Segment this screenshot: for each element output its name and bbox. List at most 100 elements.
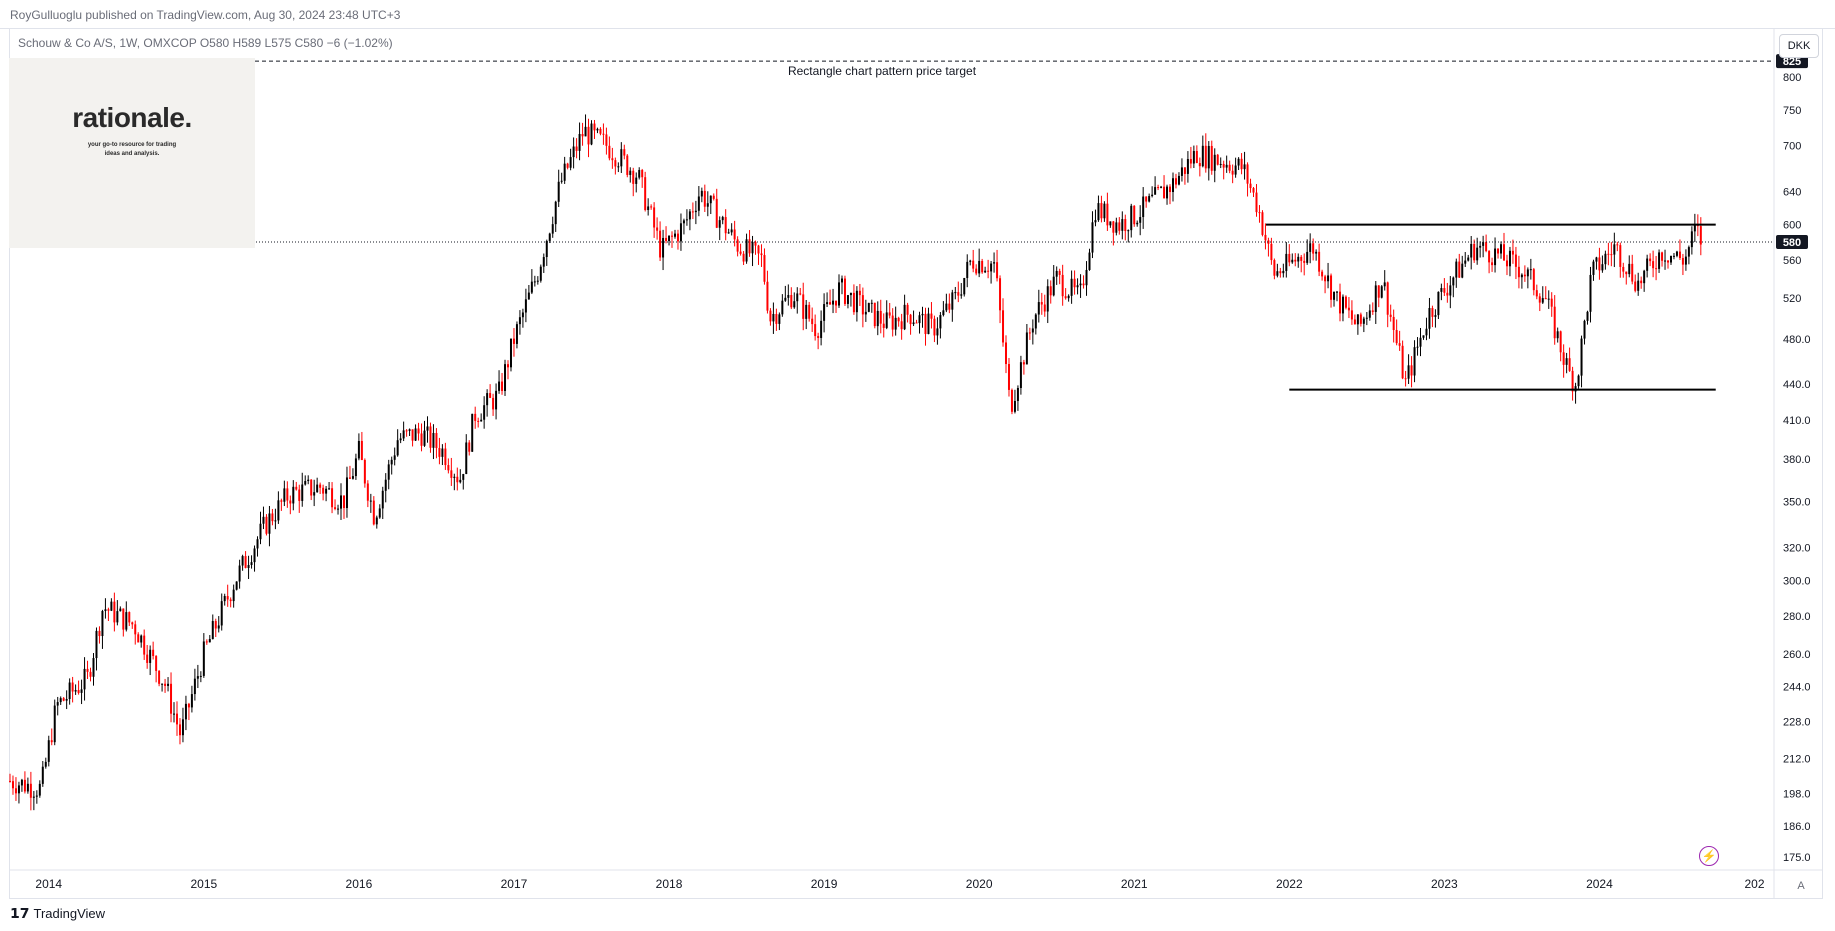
- candle-body: [187, 703, 190, 708]
- year-tick-label: 2022: [1276, 877, 1303, 891]
- candle-body: [584, 126, 587, 137]
- candle-body: [181, 719, 184, 736]
- candle-body: [202, 641, 205, 676]
- candle-body: [435, 432, 438, 449]
- candle-body: [1362, 318, 1365, 324]
- candle-body: [1070, 278, 1073, 296]
- candle-body: [1067, 295, 1070, 299]
- candle-body: [1565, 358, 1568, 365]
- candle-body: [1634, 281, 1637, 291]
- candle-body: [826, 302, 829, 305]
- candle-body: [1327, 275, 1330, 282]
- candle-body: [1356, 314, 1359, 325]
- candle-body: [990, 263, 993, 272]
- candle-body: [712, 195, 715, 199]
- candle-body: [1297, 256, 1300, 262]
- candle-body: [1359, 314, 1362, 324]
- candle-body: [820, 320, 823, 338]
- candle-body: [718, 220, 721, 228]
- candle-body: [1664, 260, 1667, 262]
- candle-body: [1180, 167, 1183, 176]
- candle-body: [641, 170, 644, 178]
- candle-body: [375, 517, 378, 525]
- candle-body: [811, 318, 814, 325]
- candle-body: [471, 413, 474, 452]
- candle-body: [1449, 285, 1452, 296]
- candle-body: [1476, 247, 1479, 261]
- candle-body: [1186, 159, 1189, 174]
- year-tick-label: 2014: [35, 877, 62, 891]
- candle-body: [694, 210, 697, 213]
- lightning-icon[interactable]: ⚡: [1699, 846, 1719, 866]
- candle-body: [665, 237, 668, 241]
- candle-body: [1228, 164, 1231, 171]
- candle-body: [1103, 203, 1106, 219]
- candle-body: [888, 312, 891, 316]
- candle-body: [247, 565, 250, 568]
- candle-body: [1520, 274, 1523, 278]
- candle-body: [1148, 196, 1151, 202]
- candle-body: [1133, 205, 1136, 225]
- candle-body: [1034, 314, 1037, 329]
- chart-frame[interactable]: [9, 28, 1823, 899]
- candle-body: [307, 479, 310, 482]
- candle-body: [984, 270, 987, 273]
- tradingview-brand[interactable]: 𝟭𝟳 TradingView: [10, 905, 105, 922]
- candle-body: [596, 128, 599, 131]
- candle-body: [1109, 221, 1112, 226]
- candle-body: [1488, 251, 1491, 263]
- candle-body: [1142, 196, 1145, 218]
- candle-body: [742, 253, 745, 262]
- candle-body: [164, 683, 167, 686]
- candle-body: [623, 149, 626, 156]
- candle-body: [682, 220, 685, 224]
- year-tick-label: 202: [1744, 877, 1764, 891]
- candle-body: [408, 429, 411, 431]
- price-tick-label: 186.0: [1783, 821, 1811, 833]
- candle-body: [271, 513, 274, 522]
- candle-body: [1219, 163, 1222, 165]
- candle-body: [140, 635, 143, 643]
- candle-body: [1169, 186, 1172, 193]
- candle-body: [906, 304, 909, 315]
- candle-body: [1607, 253, 1610, 255]
- candle-body: [1025, 332, 1028, 365]
- candle-body: [858, 290, 861, 296]
- candle-body: [572, 146, 575, 158]
- candle-body: [915, 322, 918, 324]
- candle-body: [873, 302, 876, 327]
- currency-selector[interactable]: DKK: [1779, 34, 1819, 58]
- candle-body: [378, 508, 381, 518]
- price-tick-label: 480.0: [1783, 334, 1811, 346]
- candle-body: [864, 311, 867, 315]
- candle-body: [381, 490, 384, 509]
- candle-body: [35, 795, 38, 797]
- last-price-label: 580: [1783, 237, 1801, 249]
- candle-body: [1324, 276, 1327, 282]
- candle-body: [372, 500, 375, 525]
- candle-body: [620, 149, 623, 167]
- candle-body: [933, 318, 936, 336]
- candle-body: [766, 281, 769, 311]
- candle-body: [1371, 310, 1374, 312]
- candle-body: [685, 219, 688, 221]
- candle-body: [501, 381, 504, 391]
- auto-scale-button[interactable]: A: [1797, 880, 1805, 892]
- candle-body: [1225, 164, 1228, 168]
- price-tick-label: 300.0: [1783, 575, 1811, 587]
- candle-body: [1625, 271, 1628, 275]
- candle-body: [146, 654, 149, 663]
- candle-body: [793, 301, 796, 308]
- candle-body: [1461, 263, 1464, 278]
- candle-body: [1410, 365, 1413, 376]
- candle-body: [1675, 251, 1678, 256]
- price-tick-label: 440.0: [1783, 379, 1811, 391]
- candle-body: [113, 601, 116, 623]
- candle-body: [1440, 288, 1443, 292]
- candle-body: [59, 698, 62, 703]
- candle-body: [855, 290, 858, 313]
- target-annotation: Rectangle chart pattern price target: [788, 64, 977, 78]
- candle-body: [1333, 291, 1336, 300]
- candle-body: [1091, 222, 1094, 253]
